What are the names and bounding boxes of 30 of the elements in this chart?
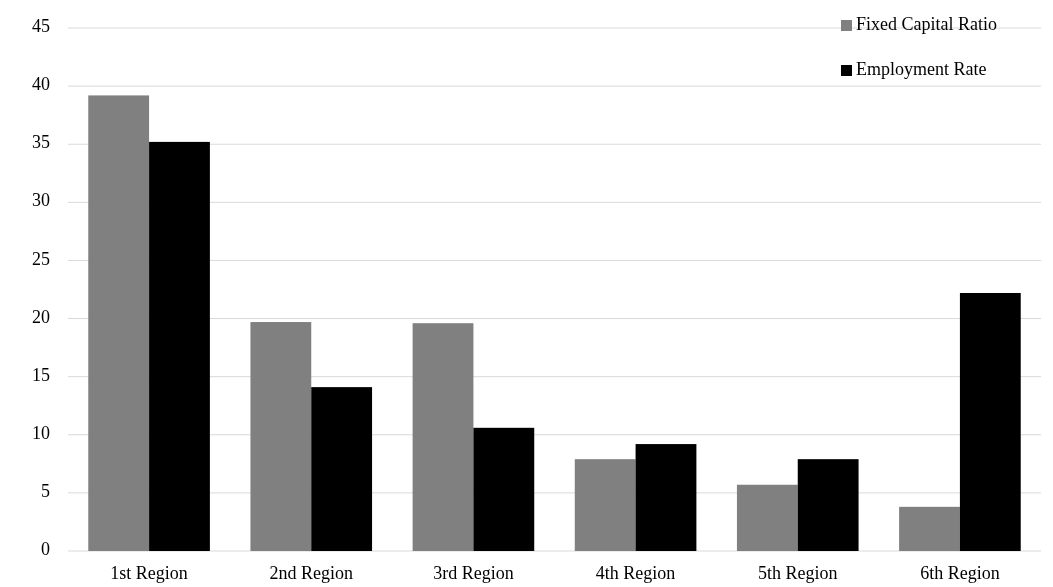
x-tick-label: 6th Region [920,563,1000,583]
x-tick-label: 4th Region [595,563,676,583]
x-tick-label: 2nd Region [269,563,353,583]
bar [311,387,373,551]
bar [899,506,960,551]
bar [149,141,210,551]
y-tick-label: 45 [32,16,50,37]
y-tick-label: 5 [41,481,50,502]
y-tick-label: 35 [32,132,50,153]
bar [959,292,1021,551]
bar [88,95,150,551]
y-tick-label: 25 [32,248,50,269]
y-tick-label: 15 [32,364,50,385]
bar [797,459,859,551]
bar [250,322,312,551]
y-tick-label: 10 [32,422,50,443]
x-tick-label: 5th Region [758,563,838,583]
x-tick-label: 3rd Region [433,563,514,583]
bar [574,459,636,551]
bar [635,444,697,551]
y-tick-label: 20 [32,306,50,327]
bar [736,484,798,551]
bar [412,323,474,551]
y-tick-label: 40 [32,74,50,95]
bar [473,427,535,551]
legend-label: Employment Rate [856,59,987,80]
x-tick-label: 1st Region [110,563,188,583]
legend-label: Fixed Capital Ratio [856,14,997,35]
y-tick-label: 30 [32,190,50,211]
y-tick-label: 0 [41,539,50,560]
